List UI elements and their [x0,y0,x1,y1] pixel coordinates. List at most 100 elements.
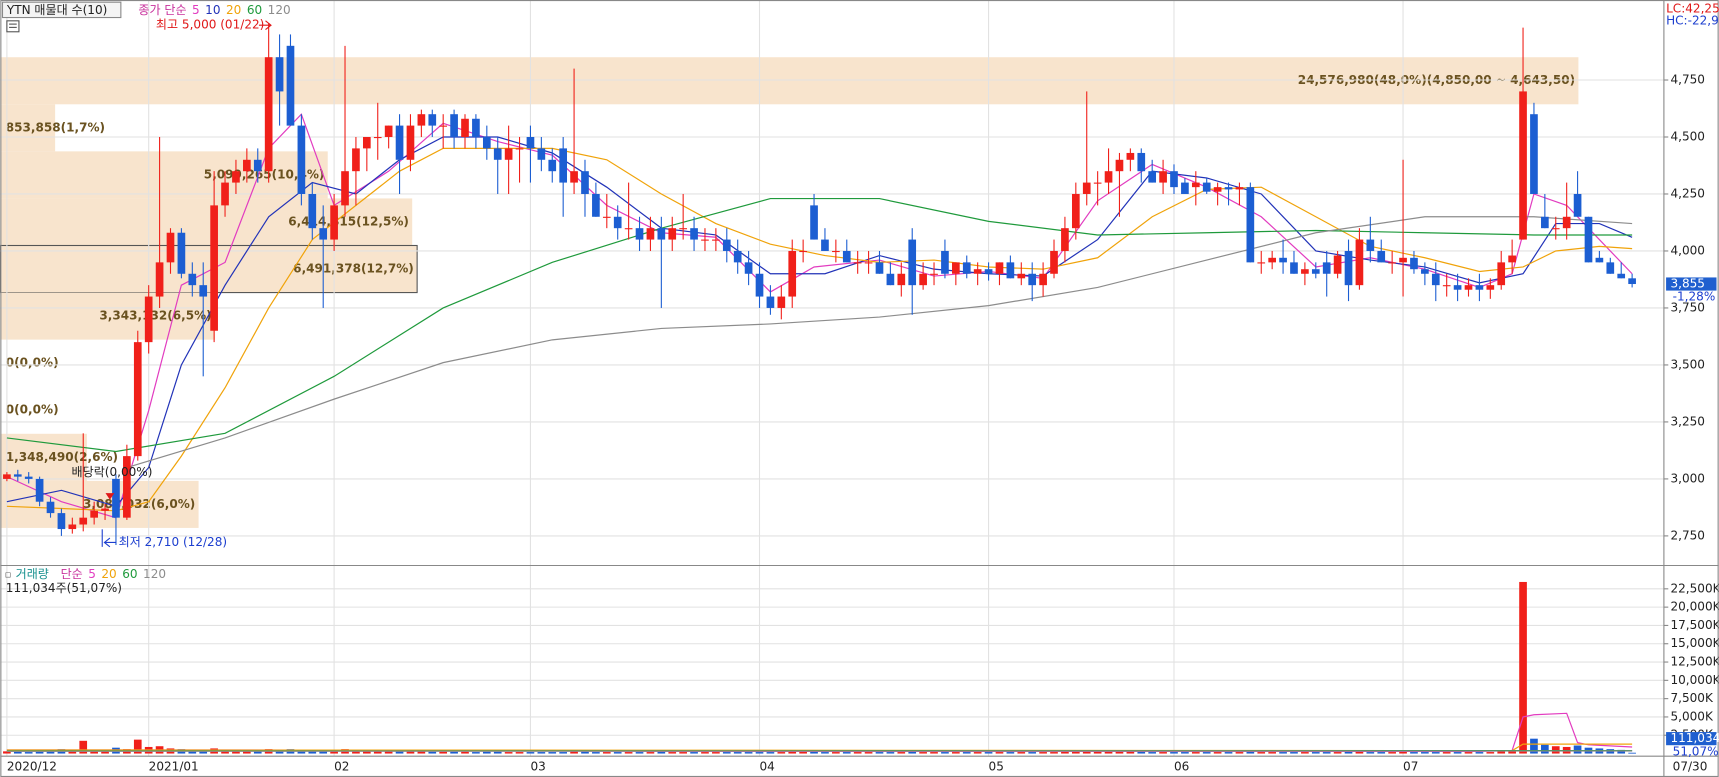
candle-body [308,193,317,229]
volume-bar [515,752,524,754]
candle-body [395,125,404,160]
legend-entry: 60 [122,567,137,581]
candle-body [68,524,77,530]
candle-body [1453,285,1462,290]
volume-bar [1170,752,1178,754]
volume-bar [1410,752,1418,754]
legend-entry: 5 [192,3,200,17]
volume-ratio-label: 51,07% [1673,744,1719,758]
volume-bar [646,752,655,754]
candle-body [755,273,764,297]
x-tick-label: 2020/12 [7,760,57,774]
volume-bar [1246,751,1255,754]
volume-bar [24,752,33,754]
volume-bar [766,752,775,754]
candle-body [1017,273,1026,279]
volume-bar [1377,752,1386,754]
candle-body [1071,193,1080,229]
candle-body [461,118,469,137]
volume-bar [788,750,797,754]
candle-body [624,228,633,230]
volume-bar [493,751,502,754]
y-tick-label: 4,750 [1670,73,1705,87]
candle-body [177,232,186,274]
ma-line [6,136,1633,507]
volume-bar [548,752,557,754]
volume-bar [133,739,142,754]
dividend-arrow [105,493,115,500]
candle-body [657,228,666,240]
candle-body [1508,255,1516,263]
high-arrow [258,20,272,31]
volume-bar [1268,752,1277,754]
volume-bar [919,752,927,754]
volume-bar [297,750,306,754]
volume-bar [592,752,600,754]
volume-bar [1104,751,1113,754]
volume-bar [1148,752,1157,754]
candle-body [1082,182,1091,194]
volume-bar [1475,752,1484,754]
volume-bar [613,752,622,754]
candle-body [1333,255,1342,274]
candle-body [1377,250,1386,263]
profile-band [0,433,87,481]
y-tick-label: 17,500K [1670,618,1719,632]
volume-bar [537,752,546,754]
candle-body [1181,182,1189,194]
candle-body [1475,285,1484,290]
profile-band [0,198,413,246]
volume-bar [253,751,262,754]
candle-body [766,296,775,308]
volume-bars [3,581,1636,754]
candle-body [1584,216,1593,263]
candle-body [243,159,251,172]
legend-entry: 120 [143,567,166,581]
candle-body [1224,187,1233,190]
candle-body [35,478,44,502]
price-box [1666,277,1717,291]
candle-body [668,228,677,240]
volume-bar [1082,750,1091,754]
candle-body [133,342,142,457]
volume-bar [1039,752,1047,754]
candle-body [13,474,22,477]
candles [3,23,1636,546]
candle-body [1006,262,1015,279]
candle-body [1191,182,1200,188]
price-label: 3,855 [1670,277,1705,291]
candle-body [570,171,578,183]
volume-bar [373,751,382,754]
profile-label: 0(0,0%) [6,356,59,370]
volume-bar [3,751,11,754]
candle-body [941,250,949,274]
low-arrow [103,537,117,548]
volume-bar [657,751,666,754]
y-tick-label: 7,500K [1670,691,1713,705]
candle-body [777,296,786,308]
legend-title: 종가 단순 [138,3,186,17]
volume-bar [875,752,884,754]
volume-bar [406,751,415,754]
legend-entry: 10 [205,3,220,17]
volume-bar [101,750,109,754]
candle-body [984,269,993,274]
volume-bar [1344,751,1353,754]
volume-bar [1191,752,1200,754]
volume-bar [199,750,208,754]
volume-bar [690,752,698,754]
candle-body [1431,273,1440,286]
candle-body [199,285,208,297]
volume-bar [1017,752,1026,754]
profile-label: 853,858(1,7%) [6,120,105,134]
candle-body [24,476,33,479]
volume-bar [1071,751,1080,754]
candle-body [144,296,153,343]
candle-body [428,114,437,126]
indicator-box[interactable] [1,1,122,19]
volume-bar [1366,752,1375,754]
settings-icon[interactable] [6,20,20,33]
candle-body [1104,171,1113,183]
volume-bar [1628,752,1636,754]
